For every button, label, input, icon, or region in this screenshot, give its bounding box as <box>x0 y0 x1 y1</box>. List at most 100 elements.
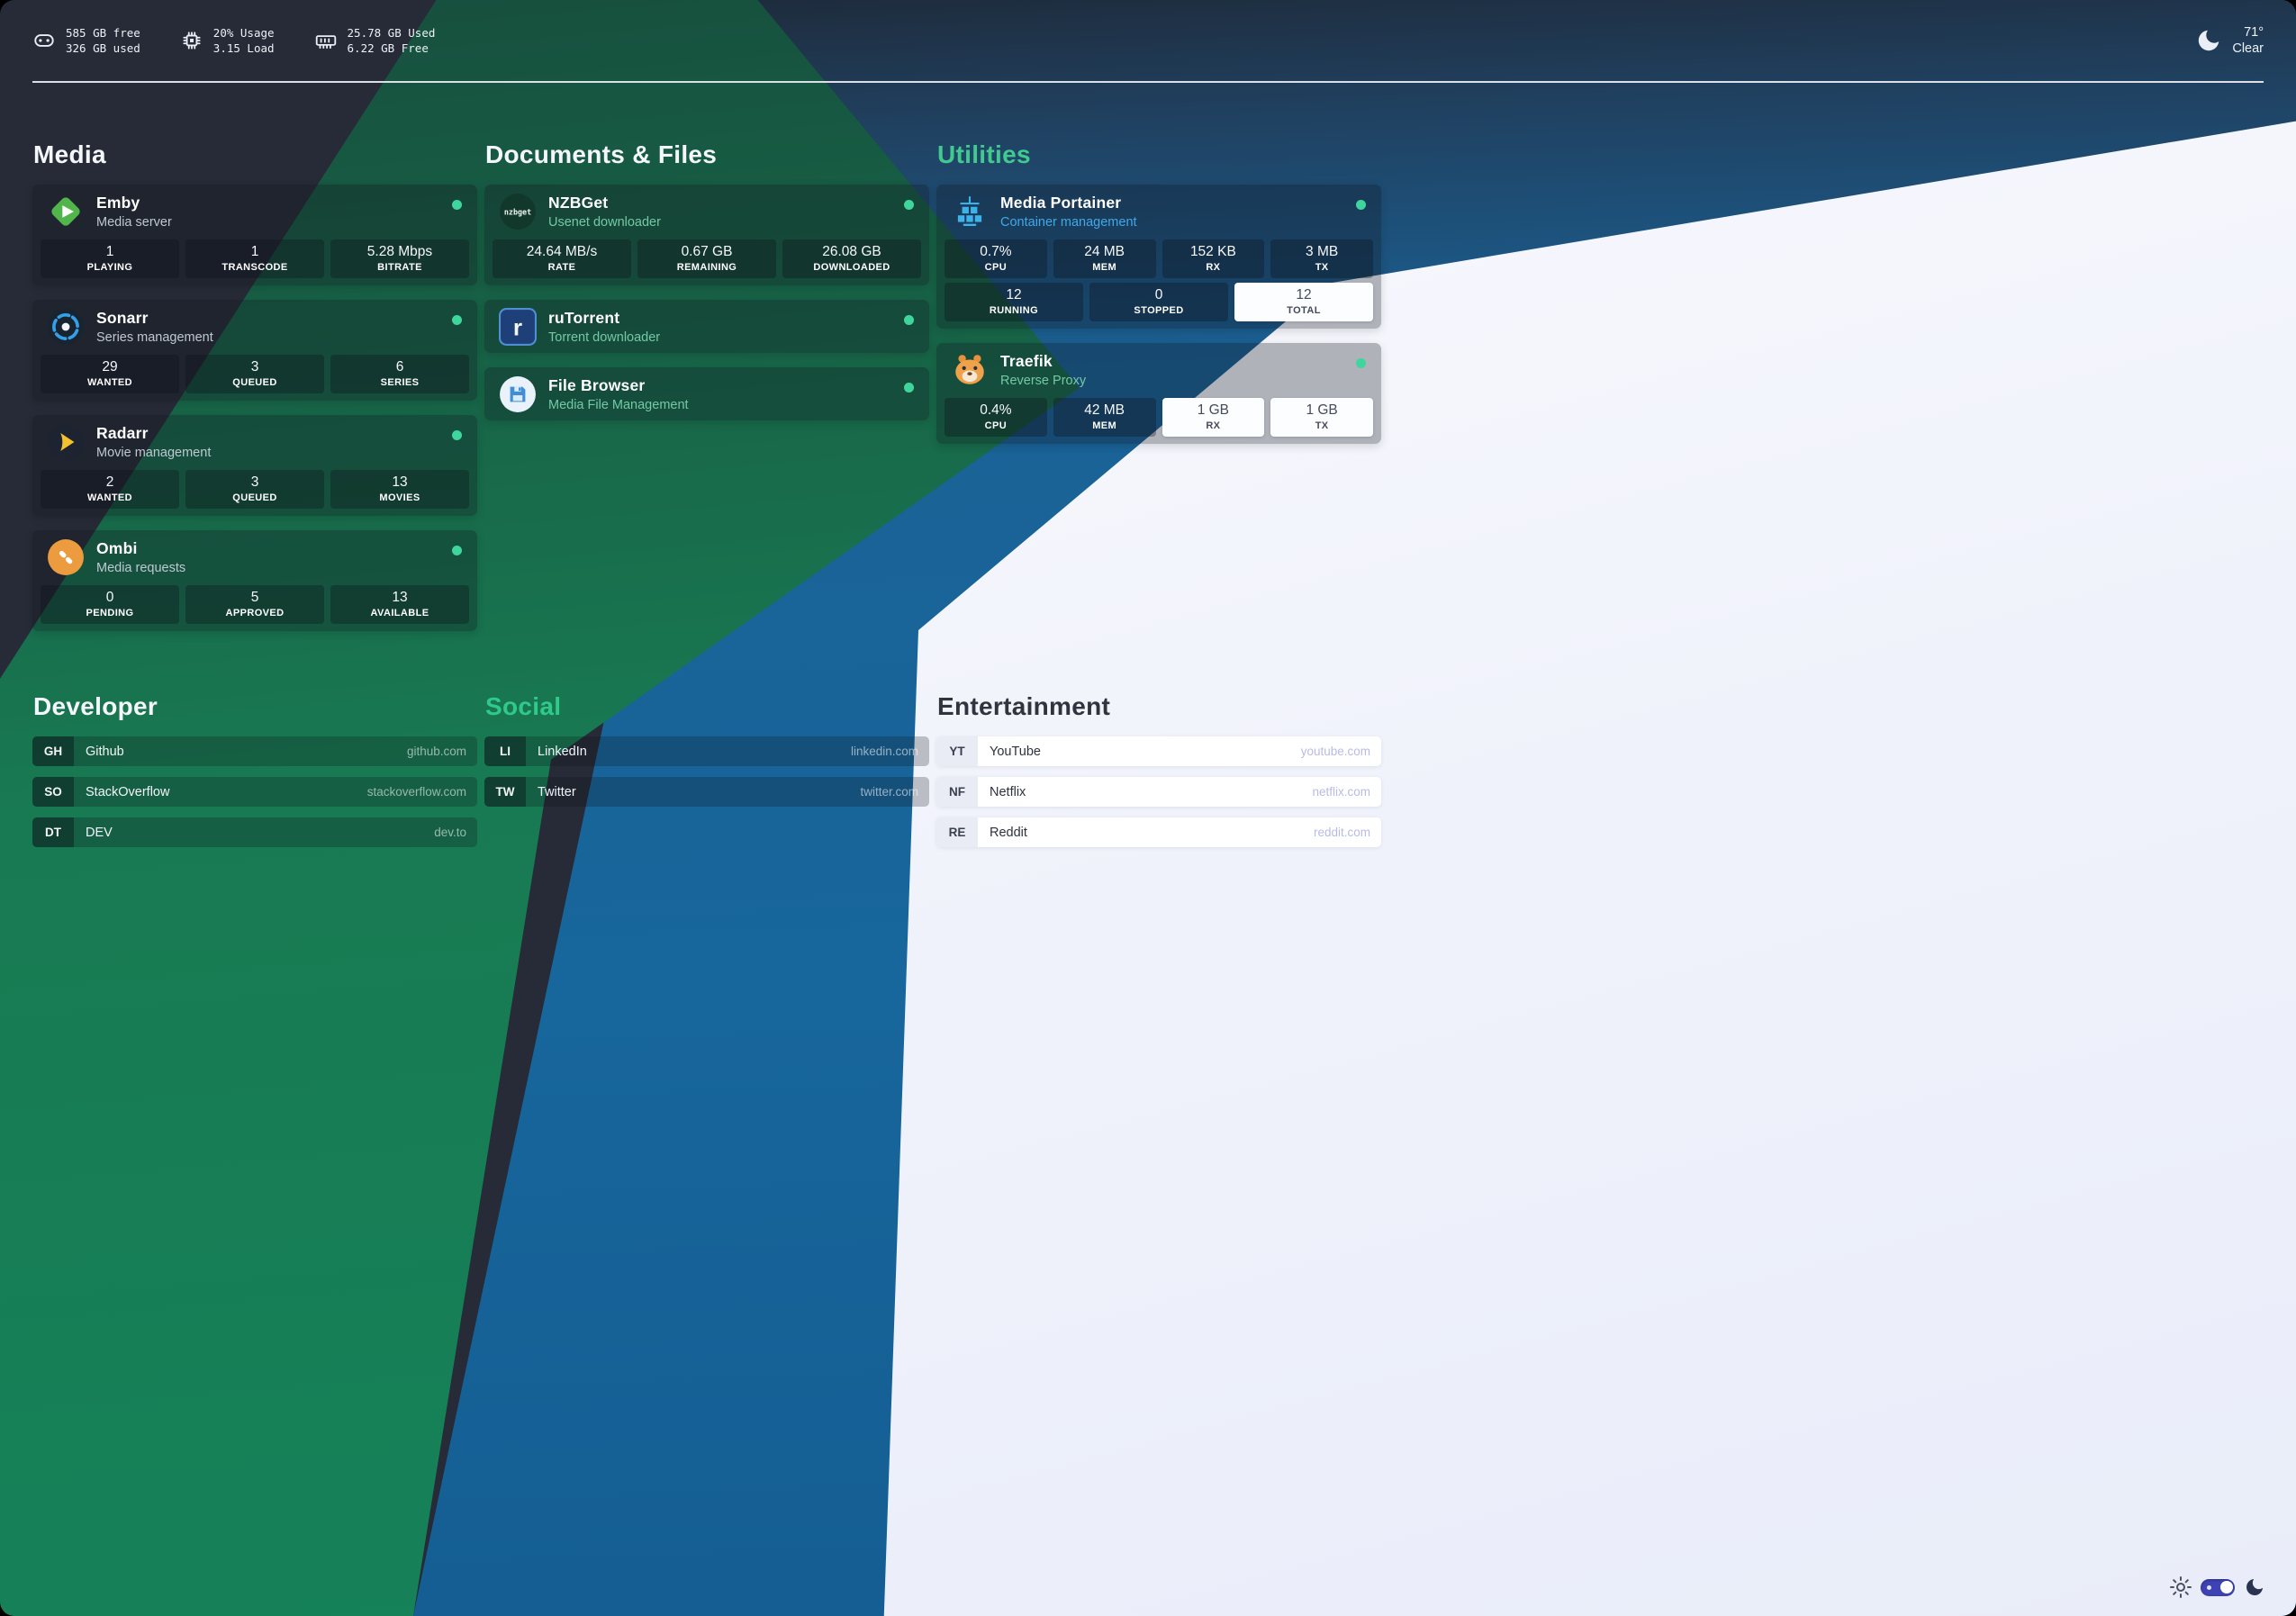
link-name: Reddit <box>990 825 1027 840</box>
service-name: Traefik <box>1000 352 1053 370</box>
service-name: NZBGet <box>548 194 609 212</box>
svg-text:r: r <box>513 313 522 340</box>
service-card-traefik[interactable]: Traefik Reverse Proxy 0.4% CPU 42 MB MEM 1… <box>936 343 1381 444</box>
service-subtitle: Container management <box>1000 215 1137 230</box>
section-utilities: Utilities <box>936 140 1381 458</box>
link-tag: LI <box>484 736 526 766</box>
link-url: reddit.com <box>1313 826 1370 839</box>
stat-pill: 5 APPROVED <box>185 585 324 624</box>
filebrowser-icon <box>499 375 537 413</box>
cpu-icon <box>180 29 203 52</box>
traefik-icon <box>951 351 989 389</box>
svg-text:nzbget: nzbget <box>504 208 531 217</box>
stat-pill: 13 AVAILABLE <box>330 585 469 624</box>
rutorrent-icon: r <box>499 308 537 346</box>
link-reddit[interactable]: RE Reddit reddit.com <box>936 817 1381 847</box>
link-name: Twitter <box>538 784 576 799</box>
link-url: stackoverflow.com <box>366 785 466 799</box>
status-dot <box>452 430 462 440</box>
service-card-ombi[interactable]: Ombi Media requests 0 PENDING 5 APPROVED 1… <box>32 530 477 631</box>
service-card-portainer[interactable]: Media Portainer Container management 0.7… <box>936 185 1381 329</box>
disk-used-text: 326 GB used <box>66 41 140 55</box>
service-subtitle: Reverse Proxy <box>1000 374 1087 388</box>
memory-free-text: 6.22 GB Free <box>347 41 429 55</box>
stat-pill: 0.67 GB REMAINING <box>637 239 776 278</box>
disk-usage-stat: 585 GB free 326 GB used <box>32 25 140 57</box>
link-url: dev.to <box>434 826 466 839</box>
link-youtube[interactable]: YT YouTube youtube.com <box>936 736 1381 766</box>
stat-pill: 5.28 Mbps BITRATE <box>330 239 469 278</box>
stat-pill: 2 WANTED <box>41 470 179 509</box>
link-linkedin[interactable]: LI LinkedIn linkedin.com <box>484 736 929 766</box>
link-name: DEV <box>86 825 113 840</box>
section-media: Media Emby Media server <box>32 140 477 645</box>
service-subtitle: Usenet downloader <box>548 215 661 230</box>
link-github[interactable]: GH Github github.com <box>32 736 477 766</box>
link-netflix[interactable]: NF Netflix netflix.com <box>936 777 1381 807</box>
section-title-social: Social <box>485 692 562 720</box>
service-card-emby[interactable]: Emby Media server 1 PLAYING 1 TRANSCODE 5.… <box>32 185 477 285</box>
stat-pill: 0 STOPPED <box>1089 283 1228 321</box>
link-url: youtube.com <box>1300 745 1370 758</box>
cpu-usage-text: 20% Usage <box>212 25 275 40</box>
emby-icon <box>47 193 85 230</box>
section-social: Social LI LinkedIn linkedin.com TW Twitt… <box>484 692 929 817</box>
service-card-nzbget[interactable]: nzbget NZBGet Usenet downloader 24.64 MB… <box>484 185 929 285</box>
weather-widget: 71° Clear <box>2195 24 2264 57</box>
status-dot <box>1356 200 1366 210</box>
section-developer: Developer GH Github github.com SO StackO… <box>32 692 477 858</box>
link-dev[interactable]: DT DEV dev.to <box>32 817 477 847</box>
stat-pill: 3 MB TX <box>1270 239 1373 278</box>
memory-used-text: 25.78 GB Used <box>347 25 436 40</box>
sonarr-icon <box>47 308 85 346</box>
section-title-entertainment: Entertainment <box>937 692 1111 720</box>
service-name: Emby <box>96 194 140 212</box>
service-subtitle: Movie management <box>96 446 212 460</box>
weather-temperature: 71° <box>2244 25 2264 40</box>
link-url: twitter.com <box>860 785 918 799</box>
stat-pill: 152 KB RX <box>1162 239 1265 278</box>
theme-switcher <box>2170 1576 2265 1598</box>
status-dot <box>452 546 462 555</box>
service-subtitle: Media server <box>96 215 172 230</box>
service-card-sonarr[interactable]: Sonarr Series management 29 WANTED 3 QUEUE… <box>32 300 477 401</box>
service-name: Media Portainer <box>1000 194 1122 212</box>
stat-pill: 1 GB TX <box>1270 398 1373 437</box>
system-status-bar: 585 GB free 326 GB used 20% Usage 3.15 L… <box>32 0 2264 83</box>
link-url: netflix.com <box>1312 785 1370 799</box>
sun-icon <box>2170 1576 2192 1598</box>
stat-pill: 13 MOVIES <box>330 470 469 509</box>
link-tag: NF <box>936 777 978 807</box>
service-name: File Browser <box>548 376 646 394</box>
link-stackoverflow[interactable]: SO StackOverflow stackoverflow.com <box>32 777 477 807</box>
service-subtitle: Media File Management <box>548 398 689 412</box>
stat-pill: 1 PLAYING <box>41 239 179 278</box>
memory-icon <box>314 29 338 52</box>
ombi-icon <box>47 538 85 576</box>
service-card-radarr[interactable]: Radarr Movie management 2 WANTED 3 QUEUED … <box>32 415 477 516</box>
link-tag: GH <box>32 736 74 766</box>
stat-pill: 29 WANTED <box>41 355 179 393</box>
service-name: ruTorrent <box>548 309 620 327</box>
service-name: Radarr <box>96 424 149 442</box>
stat-pill: 24.64 MB/s RATE <box>493 239 631 278</box>
status-dot <box>452 200 462 210</box>
link-tag: YT <box>936 736 978 766</box>
service-subtitle: Series management <box>96 330 213 345</box>
link-name: StackOverflow <box>86 784 170 799</box>
section-title-developer: Developer <box>33 692 158 720</box>
stat-pill: 0.7% CPU <box>945 239 1047 278</box>
service-card-rutorrent[interactable]: r ruTorrent Torrent downloader <box>484 300 929 353</box>
disk-free-text: 585 GB free <box>66 25 140 40</box>
nzbget-icon: nzbget <box>499 193 537 230</box>
link-twitter[interactable]: TW Twitter twitter.com <box>484 777 929 807</box>
link-tag: TW <box>484 777 526 807</box>
service-name: Sonarr <box>96 309 149 327</box>
section-documents: Documents & Files nzbget NZBGet Usenet d… <box>484 140 929 435</box>
moon-clear-icon <box>2195 27 2222 54</box>
service-subtitle: Torrent downloader <box>548 330 661 345</box>
dark-mode-toggle[interactable] <box>2201 1578 2235 1596</box>
service-subtitle: Media requests <box>96 561 186 575</box>
service-card-filebrowser[interactable]: File Browser Media File Management <box>484 367 929 420</box>
stat-pill: 24 MB MEM <box>1053 239 1156 278</box>
